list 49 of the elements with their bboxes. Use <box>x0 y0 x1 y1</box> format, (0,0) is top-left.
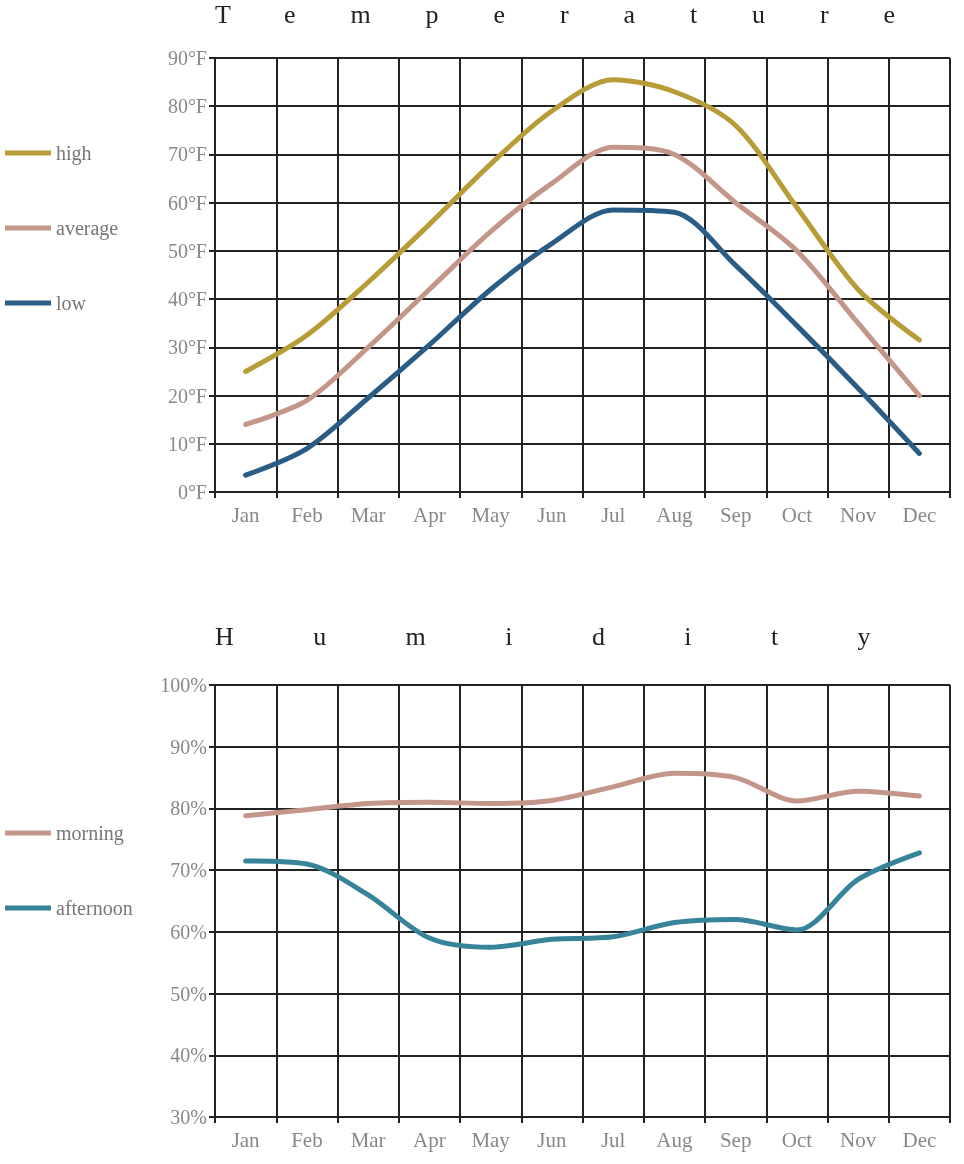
x-tick-label: Jan <box>231 502 261 527</box>
y-tick-label: 20°F <box>167 384 207 407</box>
y-tick-label: 50% <box>170 982 207 1005</box>
x-tick-label: Oct <box>781 1127 813 1152</box>
chart-title: Humidity <box>215 622 950 652</box>
legend-label: average <box>56 217 119 240</box>
x-tick-label: Jan <box>231 1127 261 1152</box>
y-tick-label: 90% <box>170 735 207 758</box>
x-tick-label: Sep <box>719 502 752 527</box>
y-tick-label: 40% <box>170 1044 207 1067</box>
x-tick-label: Nov <box>840 1127 877 1152</box>
x-tick-label: May <box>471 1127 511 1152</box>
x-tick-label: Aug <box>656 502 693 527</box>
y-tick-label: 100% <box>160 674 207 696</box>
y-tick-label: 30% <box>170 1106 207 1128</box>
x-tick-label: Jun <box>537 502 567 527</box>
x-tick-label: Aug <box>656 1127 693 1152</box>
y-tick-label: 80% <box>170 797 207 820</box>
x-tick-label: Mar <box>350 1127 386 1152</box>
y-tick-label: 60°F <box>167 191 207 214</box>
y-tick-label: 60% <box>170 920 207 943</box>
y-tick-label: 40°F <box>167 288 207 311</box>
x-tick-label: Dec <box>902 1127 937 1152</box>
x-tick-label: Mar <box>350 502 386 527</box>
y-tick-label: 50°F <box>167 239 207 262</box>
y-tick-label: 30°F <box>167 336 207 359</box>
x-tick-label: May <box>471 502 511 527</box>
x-tick-label: Feb <box>291 502 323 527</box>
y-tick-label: 10°F <box>167 432 207 455</box>
x-tick-label: Apr <box>413 502 446 527</box>
y-tick-label: 70% <box>170 859 207 882</box>
x-tick-label: Jul <box>600 502 626 527</box>
x-tick-label: Jun <box>537 1127 567 1152</box>
x-tick-label: Sep <box>719 1127 752 1152</box>
chart-title: Temperature <box>215 0 950 30</box>
y-tick-label: 90°F <box>167 47 207 69</box>
y-tick-label: 0°F <box>177 481 207 503</box>
y-tick-label: 80°F <box>167 95 207 118</box>
legend-label: afternoon <box>56 897 133 919</box>
x-tick-label: Dec <box>902 502 937 527</box>
legend-label: low <box>56 292 87 314</box>
x-tick-label: Nov <box>840 502 877 527</box>
legend-label: morning <box>56 822 124 845</box>
y-tick-label: 70°F <box>167 143 207 166</box>
legend-label: high <box>56 142 92 165</box>
x-tick-label: Oct <box>781 502 813 527</box>
x-tick-label: Apr <box>413 1127 446 1152</box>
x-tick-label: Feb <box>291 1127 323 1152</box>
x-tick-label: Jul <box>600 1127 626 1152</box>
